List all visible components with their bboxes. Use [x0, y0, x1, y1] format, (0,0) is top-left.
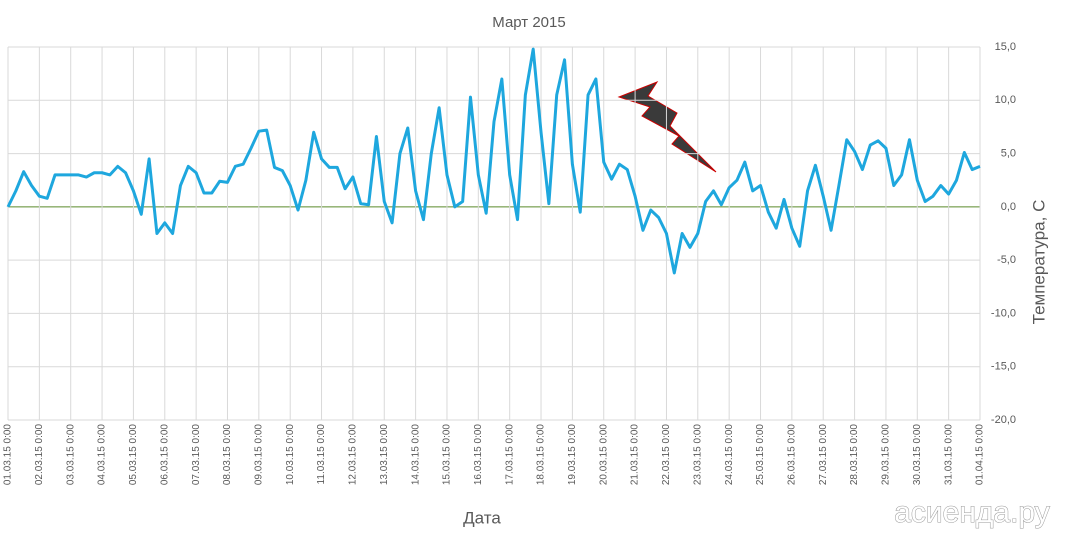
- x-tick-label: 26.03.15 0:00: [787, 424, 798, 486]
- x-tick-label: 07.03.15 0:00: [191, 424, 202, 486]
- y-tick-label: -15,0: [991, 361, 1016, 373]
- x-tick-label: 16.03.15 0:00: [473, 424, 484, 486]
- x-tick-label: 19.03.15 0:00: [567, 424, 578, 486]
- y-tick-label: -5,0: [997, 254, 1016, 266]
- x-tick-label: 02.03.15 0:00: [34, 424, 45, 486]
- x-tick-label: 23.03.15 0:00: [692, 424, 703, 486]
- x-tick-label: 20.03.15 0:00: [598, 424, 609, 486]
- x-tick-label: 31.03.15 0:00: [943, 424, 954, 486]
- x-tick-label: 01.03.15 0:00: [3, 424, 14, 486]
- chart-title: Март 2015: [492, 14, 565, 31]
- x-tick-label: 18.03.15 0:00: [536, 424, 547, 486]
- x-tick-label: 06.03.15 0:00: [159, 424, 170, 486]
- y-tick-label: -20,0: [991, 414, 1016, 426]
- x-tick-label: 01.04.15 0:00: [975, 424, 986, 486]
- x-tick-label: 25.03.15 0:00: [755, 424, 766, 486]
- x-tick-label: 10.03.15 0:00: [285, 424, 296, 486]
- x-tick-label: 12.03.15 0:00: [348, 424, 359, 486]
- x-tick-label: 05.03.15 0:00: [128, 424, 139, 486]
- x-tick-label: 24.03.15 0:00: [724, 424, 735, 486]
- x-tick-label: 14.03.15 0:00: [410, 424, 421, 486]
- watermark: асиенда.ру: [894, 496, 1050, 529]
- y-tick-label: 10,0: [995, 94, 1016, 106]
- x-tick-label: 09.03.15 0:00: [253, 424, 264, 486]
- y-tick-label: 0,0: [1001, 201, 1016, 213]
- y-axis-title: Температура, С: [1029, 200, 1048, 325]
- x-tick-label: 22.03.15 0:00: [661, 424, 672, 486]
- x-tick-label: 29.03.15 0:00: [881, 424, 892, 486]
- lightning-icon: [617, 80, 717, 173]
- x-axis-title: Дата: [463, 508, 501, 527]
- x-tick-label: 11.03.15 0:00: [316, 424, 327, 485]
- x-tick-label: 30.03.15 0:00: [912, 424, 923, 486]
- x-tick-label: 15.03.15 0:00: [442, 424, 453, 486]
- y-tick-label: 15,0: [995, 41, 1016, 53]
- y-tick-label: 5,0: [1001, 147, 1016, 159]
- x-tick-label: 08.03.15 0:00: [222, 424, 233, 486]
- y-tick-label: -10,0: [991, 307, 1016, 319]
- x-tick-label: 03.03.15 0:00: [65, 424, 76, 486]
- x-tick-label: 17.03.15 0:00: [504, 424, 515, 486]
- x-tick-label: 27.03.15 0:00: [818, 424, 829, 486]
- x-tick-label: 28.03.15 0:00: [849, 424, 860, 486]
- x-tick-label: 21.03.15 0:00: [630, 424, 641, 486]
- plot-area: -20,0 -15,0 -10,0 -5,0 0,0 5,0 10,0 15,0 01.03.1…: [3, 41, 1016, 485]
- series-line: [6, 47, 981, 275]
- x-tick-label: 04.03.15 0:00: [97, 424, 108, 486]
- x-tick-label: 13.03.15 0:00: [379, 424, 390, 486]
